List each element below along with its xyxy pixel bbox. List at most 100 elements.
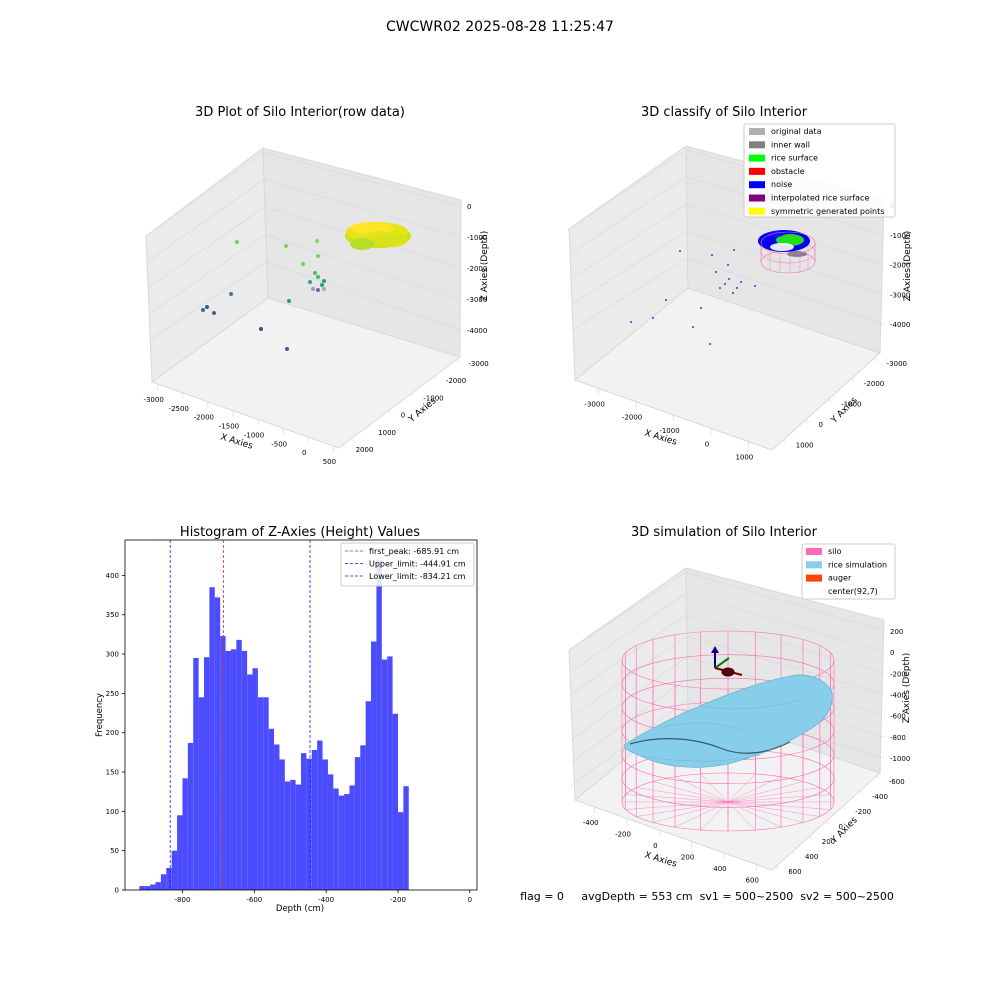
legend-label: rice surface (771, 154, 818, 163)
status-text: flag = 0 avgDepth = 553 cm sv1 = 500~250… (520, 890, 894, 903)
legend-label: auger (828, 574, 852, 583)
raw-point (229, 292, 233, 296)
histogram-bar (139, 886, 145, 890)
legend-item: noise (749, 180, 792, 189)
histogram-bar (392, 713, 398, 890)
y-tick-label: 50 (110, 847, 119, 855)
histogram-bar (198, 697, 205, 890)
raw-point (320, 283, 324, 287)
y-tick-label: -1000 (423, 394, 443, 402)
legend-swatch (749, 141, 765, 149)
legend-label: Upper_limit: -444.91 cm (369, 560, 466, 569)
x-tick-label: 0 (302, 449, 306, 457)
z-tick-label: -2000 (890, 262, 910, 270)
histogram-bar (371, 641, 377, 890)
histogram-bar (338, 795, 345, 890)
histogram-bar (290, 779, 296, 890)
y-tick-label: 0 (401, 412, 405, 420)
legend-swatch (749, 128, 765, 135)
x-tick-label: 500 (323, 458, 336, 466)
raw-point (259, 327, 263, 331)
z-tick-label: -3000 (467, 296, 487, 304)
histogram-bar (150, 884, 156, 890)
y-tick-label: -600 (889, 778, 905, 786)
y-tick-label: 2000 (356, 446, 374, 454)
histogram-bar (284, 781, 291, 890)
x-tick-label: -1500 (219, 423, 239, 431)
legend-swatch (749, 181, 765, 189)
histogram-bar (301, 753, 307, 890)
raw-point (285, 347, 289, 351)
legend-label: symmetric generated points (771, 207, 884, 216)
x-tick-label: 600 (746, 876, 759, 884)
panel4-legend: silo rice simulation auger center(92,7) (801, 543, 896, 600)
raw-point (287, 299, 291, 303)
histogram-bar (344, 794, 350, 890)
y-tick-label: -3000 (887, 360, 907, 368)
panel-3d-simulation[interactable]: 3D simulation of Silo Interior -400-2000… (568, 525, 912, 884)
raw-point (322, 287, 326, 291)
y-tick-label: 400 (805, 853, 818, 861)
histogram-xlabel: Depth (cm) (276, 904, 324, 914)
panel-3d-classify[interactable]: 3D classify of Silo Interior (568, 105, 913, 462)
histogram-bar (177, 815, 183, 890)
x-tick-label: -400 (583, 819, 599, 827)
rice-simulation-surface (623, 674, 833, 768)
histogram-bar (230, 649, 237, 890)
histogram-bar (381, 659, 388, 890)
x-tick-label: -200 (615, 830, 631, 838)
legend-item: obstacle (749, 167, 805, 176)
legend-swatch (749, 167, 765, 175)
raw-point (322, 279, 326, 283)
histogram-bar (354, 757, 361, 890)
histogram-bar (171, 850, 178, 890)
panel4-ticks: -400-20002004006006004002000-200-400-600… (583, 628, 911, 884)
legend-label: Lower_limit: -834.21 cm (369, 572, 466, 581)
histogram-bar (322, 759, 328, 890)
histogram-bar (274, 744, 280, 890)
histogram-bar (182, 778, 188, 890)
panel2-silo-cluster (758, 230, 816, 274)
raw-point (308, 280, 312, 284)
histogram-bar (204, 657, 210, 890)
y-tick-label: 0 (115, 887, 119, 895)
histogram-bar (317, 740, 323, 890)
y-tick-label: 0 (839, 823, 843, 831)
legend-label: noise (771, 180, 792, 189)
histogram-bar (403, 786, 409, 890)
histogram-bar (166, 867, 172, 890)
panel2-noise-points (630, 249, 756, 345)
x-tick-label: -600 (246, 896, 262, 904)
x-tick-label: -3000 (143, 396, 163, 404)
z-tick-label: -1000 (467, 234, 487, 242)
panel1-ticks: -3000 -2500 -2000 -1500 -1000 -500 0 500 2000 100… (143, 203, 488, 466)
y-tick-label: 1000 (378, 429, 396, 437)
panel1-scatter (201, 239, 326, 351)
legend-item: center(92,7) (828, 587, 878, 596)
legend-swatch (806, 561, 822, 569)
raw-point (212, 311, 216, 315)
panel-3d-raw[interactable]: 3D Plot of Silo Interior(row data) (143, 105, 490, 466)
histogram-bar (144, 886, 151, 890)
z-tick-label: -600 (890, 713, 906, 721)
panel-histogram[interactable]: Histogram of Z-Axies (Height) Values -80… (95, 525, 478, 914)
histogram-bars (139, 559, 409, 890)
histogram-threshold-lines (169, 540, 311, 890)
histogram-bar (360, 745, 366, 890)
histogram-bar (193, 657, 199, 890)
panel2-title: 3D classify of Silo Interior (641, 105, 808, 120)
y-tick-label: 200 (106, 729, 119, 737)
x-tick-label: -200 (390, 896, 406, 904)
y-tick-label: -200 (855, 808, 871, 816)
z-tick-label: 0 (890, 649, 894, 657)
raw-point (316, 275, 320, 279)
x-tick-label: -400 (318, 896, 334, 904)
z-tick-label: -1000 (890, 232, 910, 240)
z-tick-label: -200 (890, 670, 906, 678)
histogram-bar (376, 559, 382, 890)
z-tick-label: -1000 (890, 755, 910, 763)
x-tick-label: 400 (713, 865, 726, 873)
histogram-bar (225, 650, 231, 890)
histogram-bar (397, 812, 404, 890)
histogram-bar (209, 587, 215, 890)
